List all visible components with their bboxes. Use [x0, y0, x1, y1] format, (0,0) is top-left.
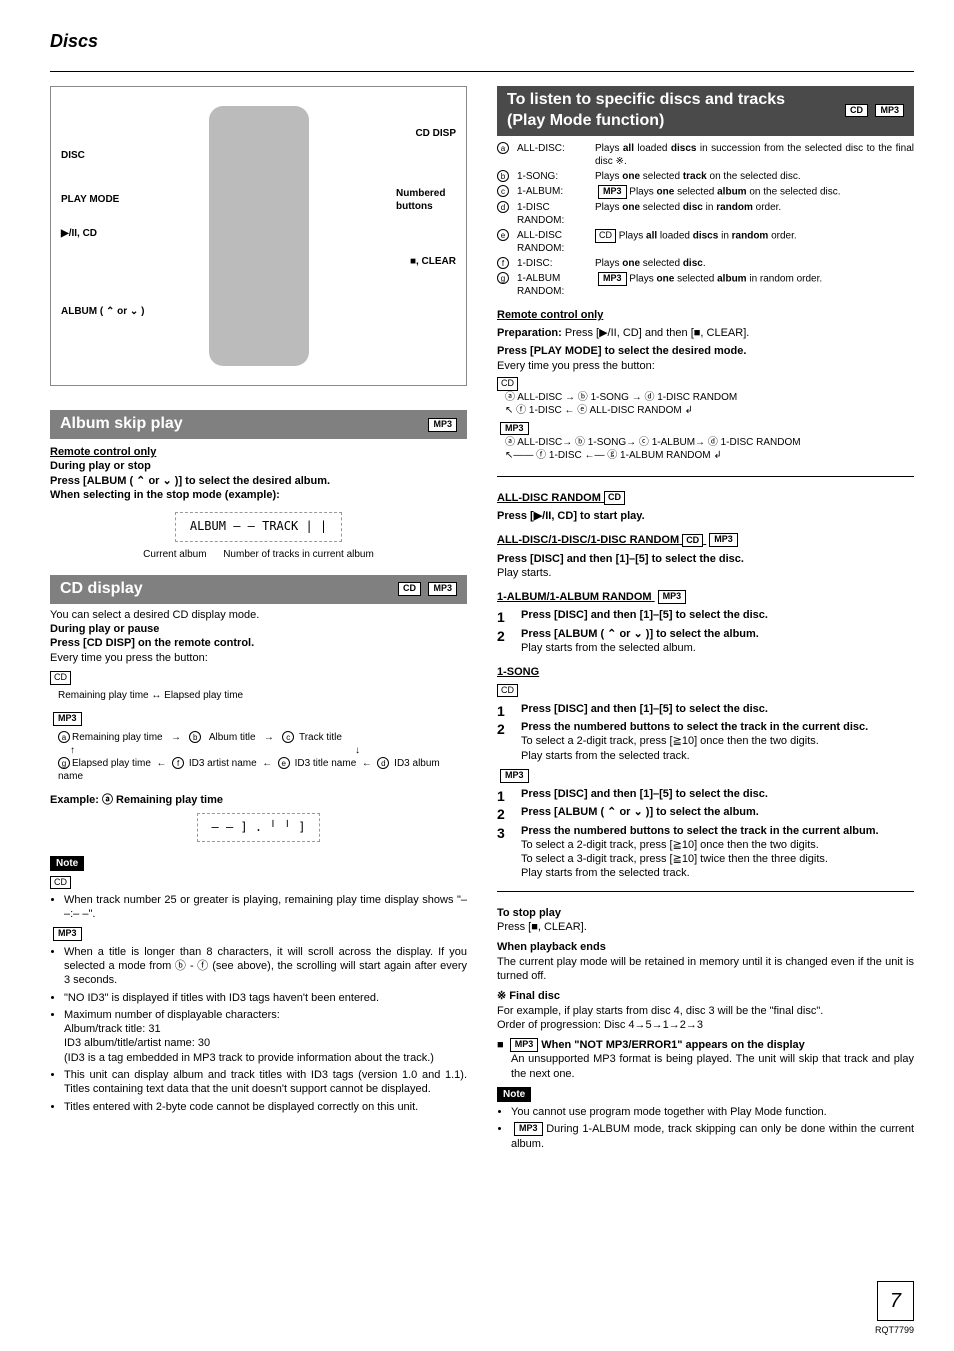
display-mock-2: — — ] . ╵ ╵ ] [197, 813, 321, 843]
heading-text: CD display [60, 579, 143, 600]
page-number: 7 [877, 1281, 914, 1321]
mp3-cycle-1: ⓐ ALL-DISC→ ⓑ 1-SONG→ ⓒ 1-ALBUM→ ⓓ 1-DIS… [497, 436, 914, 449]
remote-label-cddisp: CD DISP [415, 127, 456, 140]
err-heading: ■ MP3 When "NOT MP3/ERROR1" appears on t… [497, 1038, 914, 1052]
mp3-note: Maximum number of displayable characters… [64, 1008, 467, 1065]
mp3-note: This unit can display album and track ti… [64, 1068, 467, 1097]
note-item: You cannot use program mode together wit… [511, 1105, 914, 1119]
heading-text: To listen to specific discs and tracks (… [507, 90, 797, 132]
final-l2: Order of progression: Disc 4→5→1→2→3 [497, 1018, 914, 1032]
cd-tag: CD [497, 684, 518, 698]
mp3-tag: MP3 [428, 582, 457, 596]
everytime: Every time you press the button: [497, 359, 914, 373]
cap-numtracks: Number of tracks in current album [223, 549, 374, 560]
right-column: To listen to specific discs and tracks (… [497, 86, 914, 1151]
page-title: Discs [50, 30, 914, 53]
cd-display-l2: During play or pause [50, 622, 467, 636]
rc-only: Remote control only [497, 308, 914, 322]
cd-tag: CD [50, 876, 71, 890]
mp3-tag: MP3 [428, 418, 457, 432]
heading-text: Album skip play [60, 414, 183, 435]
mp3-note: Titles entered with 2-byte code cannot b… [64, 1100, 467, 1114]
cd-tag: CD [50, 671, 71, 685]
press-playmode: Press [PLAY MODE] to select the desired … [497, 344, 914, 358]
album-skip-rc: Remote control only [50, 445, 467, 459]
cd-flow: Remaining play time ↔ Elapsed play time [50, 689, 467, 702]
adr-heading: ALL-DISC RANDOM CD [497, 491, 914, 505]
mp3-note: "NO ID3" is displayed if titles with ID3… [64, 991, 467, 1005]
mp3-tag: MP3 [53, 927, 82, 941]
remote-diagram: DISC PLAY MODE ▶/II, CD ALBUM ( ⌃ or ⌄ )… [50, 86, 467, 386]
remote-label-album: ALBUM ( ⌃ or ⌄ ) [61, 305, 144, 318]
remote-label-playmode: PLAY MODE [61, 193, 119, 206]
cd-note-item: When track number 25 or greater is playi… [64, 893, 467, 922]
cd-display-l1: You can select a desired CD display mode… [50, 608, 467, 622]
end-line: The current play mode will be retained i… [497, 955, 914, 984]
display-mock: ALBUM — — TRACK | | [175, 512, 342, 542]
cd-tag: CD [497, 377, 518, 391]
remote-label-playpause: ▶/II, CD [61, 227, 97, 240]
final-l1: For example, if play starts from disc 4,… [497, 1004, 914, 1018]
album-skip-l3: Press [ALBUM ( ⌃ or ⌄ )] to select the d… [50, 474, 467, 488]
remote-label-disc: DISC [61, 149, 85, 162]
left-column: DISC PLAY MODE ▶/II, CD ALBUM ( ⌃ or ⌄ )… [50, 86, 467, 1151]
mp3-tag: MP3 [500, 422, 529, 436]
cd-tag: CD [845, 104, 868, 118]
adr-line: Press [▶/II, CD] to start play. [497, 509, 914, 523]
heading-album-skip: Album skip play MP3 [50, 410, 467, 439]
cd-display-l3: Press [CD DISP] on the remote control. [50, 636, 467, 650]
cd-cycle-1: ⓐ ALL-DISC → ⓑ 1-SONG → ⓓ 1-DISC RANDOM [497, 391, 914, 404]
mp3-tag: MP3 [500, 769, 529, 783]
stop-heading: To stop play [497, 906, 914, 920]
a1a-heading: 1-ALBUM/1-ALBUM RANDOM MP3 [497, 590, 914, 604]
ad1-heading: ALL-DISC/1-DISC/1-DISC RANDOM CD MP3 [497, 533, 914, 547]
mp3-cycle-2: ↖—— ⓕ 1-DISC ←— ⓖ 1-ALBUM RANDOM ↲ [497, 449, 914, 462]
cd-cycle-2: ↖ ⓕ 1-DISC ← ⓔ ALL-DISC RANDOM ↲ [497, 404, 914, 417]
err-line: An unsupported MP3 format is being playe… [497, 1052, 914, 1081]
mp3-flow-row1: aRemaining play time → b Album title → c… [50, 731, 467, 744]
note-label: Note [50, 856, 84, 871]
mp3-flow-row2: gElapsed play time ← f ID3 artist name ←… [50, 757, 467, 783]
cd-display-l4: Every time you press the button: [50, 651, 467, 665]
example-label: Example: ⓐ Remaining play time [50, 793, 467, 807]
ad1-line2: Play starts. [497, 566, 914, 580]
mp3-tag: MP3 [53, 712, 82, 726]
cap-current: Current album [143, 549, 206, 560]
note-item: MP3 During 1-ALBUM mode, track skipping … [511, 1122, 914, 1151]
mp3-note: When a title is longer than 8 characters… [64, 945, 467, 988]
album-skip-l2: During play or stop [50, 459, 467, 473]
note-label: Note [497, 1087, 531, 1102]
album-skip-l4: When selecting in the stop mode (example… [50, 488, 467, 502]
heading-playmode: To listen to specific discs and tracks (… [497, 86, 914, 136]
song-heading: 1-SONG [497, 665, 914, 679]
title-rule [50, 71, 914, 72]
final-heading: ※ Final disc [497, 989, 914, 1003]
remote-label-clear: ■, CLEAR [410, 255, 456, 268]
cd-tag: CD [398, 582, 421, 596]
heading-cd-display: CD display CD MP3 [50, 575, 467, 604]
remote-label-num: Numbered buttons [396, 187, 456, 213]
footer-code: RQT7799 [875, 1325, 914, 1337]
mp3-tag: MP3 [875, 104, 904, 118]
end-heading: When playback ends [497, 940, 914, 954]
stop-line: Press [■, CLEAR]. [497, 920, 914, 934]
ad1-line: Press [DISC] and then [1]–[5] to select … [497, 552, 914, 566]
